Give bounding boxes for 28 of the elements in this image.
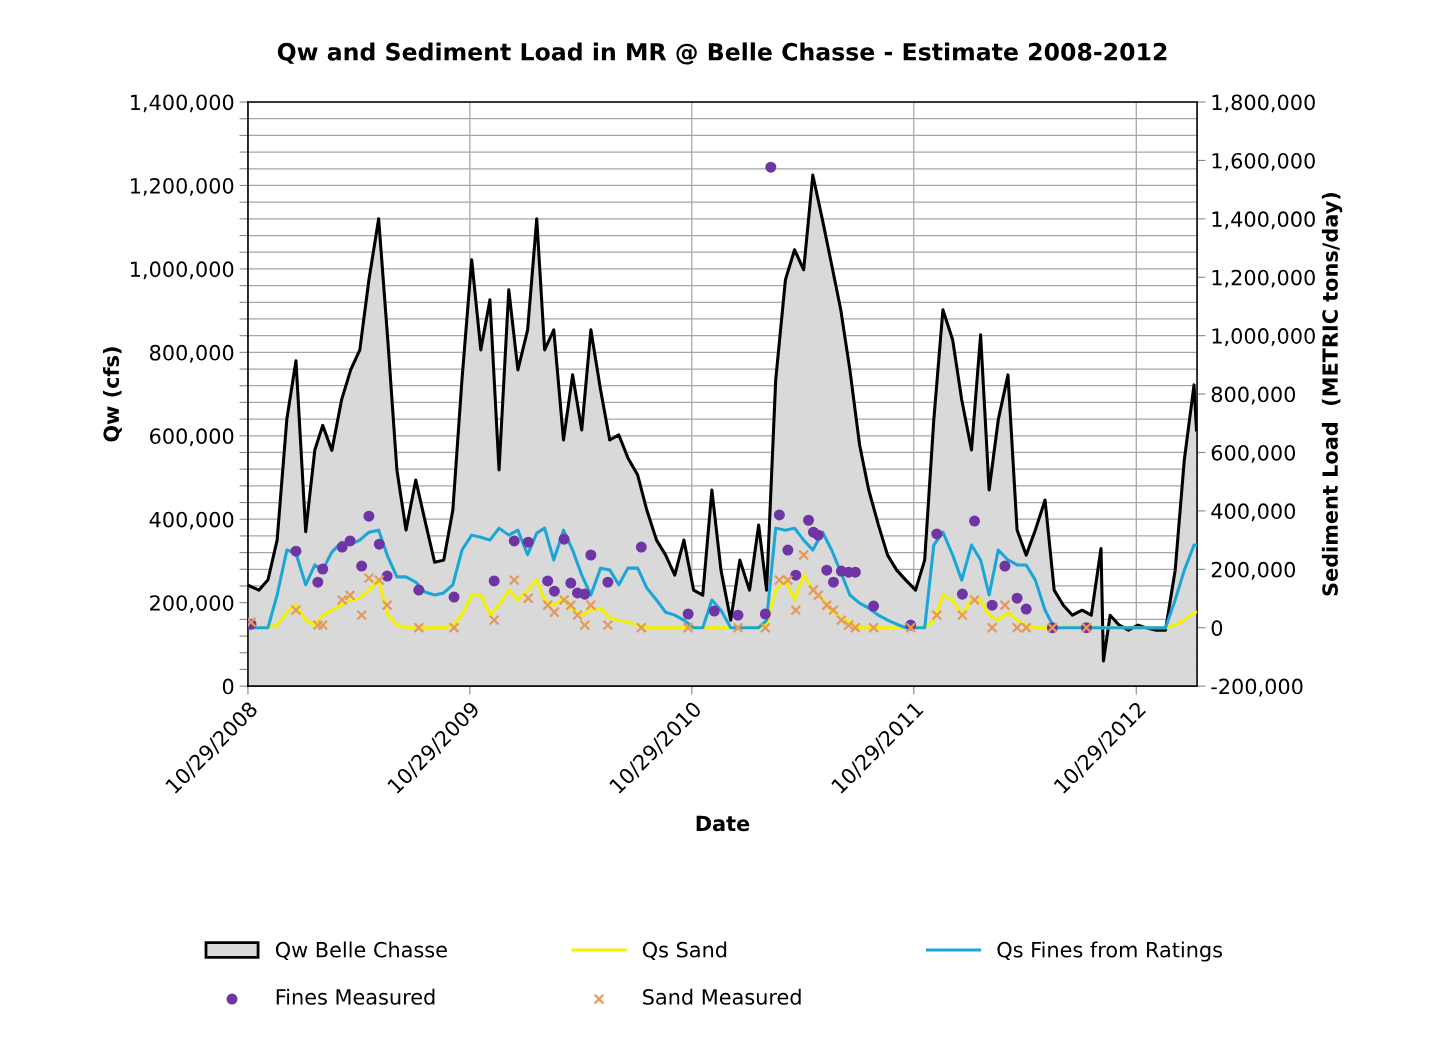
legend-label: Fines Measured: [276, 988, 435, 1005]
legend-label: Qs Sand: [642, 941, 727, 960]
chart-title: Qw and Sediment Load in MR @ Belle Chasse - Estimate 2008-2012: [277, 42, 1167, 65]
y2-tick-label: 400,000: [1211, 503, 1296, 522]
y-tick-label: 200,000: [150, 595, 234, 614]
y-axis-title: Qw (cfs): [102, 347, 122, 442]
y-tick-label: 400,000: [149, 511, 234, 530]
legend-label: Qs Fines from Ratings: [997, 941, 1222, 962]
y2-tick-label: 1,400,000: [1212, 211, 1315, 230]
legend-label: Qw Belle Chasse: [275, 941, 447, 960]
y2-axis-title: Sediment Load (METRIC tons/day): [1321, 193, 1343, 596]
y-tick-label: 0: [222, 678, 234, 695]
y-tick-label: 800,000: [150, 344, 234, 363]
y2-tick-label: 1,600,000: [1212, 152, 1315, 171]
y-tick-label: 1,200,000: [131, 177, 234, 196]
y2-tick-label: 1,200,000: [1212, 269, 1315, 288]
y-tick-label: 600,000: [150, 428, 234, 447]
y2-tick-label: 800,000: [1211, 386, 1296, 405]
y2-tick-label: 1,800,000: [1212, 94, 1315, 113]
y-tick-label: 1,000,000: [131, 261, 234, 280]
y2-tick-label: -200,000: [1211, 678, 1303, 697]
y2-tick-label: 0: [1211, 620, 1223, 636]
y2-tick-label: 200,000: [1211, 561, 1296, 580]
legend-label: Sand Measured: [643, 988, 801, 1005]
x-axis-title: Date: [696, 815, 750, 832]
y2-tick-label: 1,000,000: [1212, 328, 1315, 347]
y2-tick-label: 600,000: [1211, 444, 1296, 463]
y-tick-label: 1,400,000: [131, 94, 234, 113]
